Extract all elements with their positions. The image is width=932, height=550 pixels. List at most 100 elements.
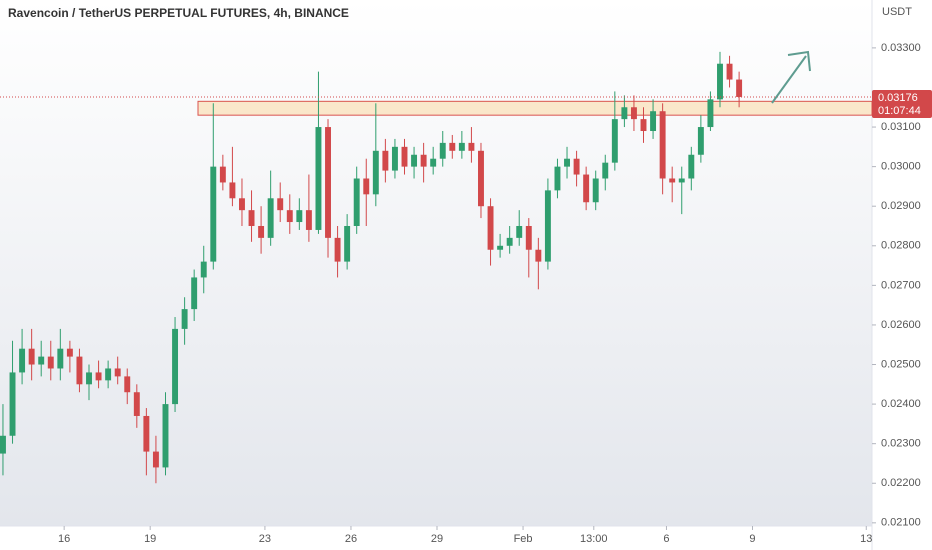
candle-body [315,127,322,230]
y-tick-label: 0.02100 [881,517,921,529]
candle-body [506,237,513,246]
last-price-tag [872,89,932,118]
candle-body [630,107,637,120]
candle-body [277,198,284,211]
candle-body [554,166,561,191]
last-price-label: 0.03176 [878,92,918,104]
resistance-zone [197,100,873,116]
x-tick-label: 6 [663,533,669,545]
candle-body [391,146,398,171]
candle-body [621,107,628,120]
arrow-head [787,50,811,72]
x-tick-label: 16 [58,533,70,545]
candle-body [611,119,618,163]
x-tick-label: 9 [749,533,755,545]
candle-body [86,372,92,385]
candle-body [583,174,590,203]
candle-body [525,225,532,250]
candle-body [219,166,226,183]
candle-body [133,392,140,416]
x-tick-label: 23 [259,533,271,545]
candle-body [47,356,54,369]
candle-body [497,245,504,250]
candle-body [717,63,723,100]
candle-body [458,142,465,151]
candle-body [726,63,733,80]
candle-body [286,210,293,223]
candle-body [659,111,666,179]
candle-body [76,356,83,385]
candle-body [143,415,150,452]
y-axis-label: USDT [882,6,912,18]
candle-body [28,348,35,365]
x-tick-label: 29 [431,533,443,545]
y-tick-label: 0.02400 [881,398,921,410]
candle-body [535,249,542,262]
candle-body [468,142,475,151]
candle-body [564,158,570,167]
candle-body [420,154,427,167]
candle-body [478,150,484,207]
candle-body [181,309,188,329]
candle-body [239,198,245,211]
candle-body [152,451,159,468]
candle-body [38,356,45,365]
candle-body [191,277,198,310]
candle-body [325,127,331,238]
y-tick-label: 0.02500 [881,358,921,370]
y-tick-label: 0.02900 [881,200,921,212]
y-tick-label: 0.02700 [881,279,921,291]
candle-body [592,178,599,203]
candle-body [248,210,255,226]
candle-body [669,178,676,183]
candle-body [707,99,714,128]
x-tick-label: 13:00 [580,533,608,545]
candle-body [172,328,179,405]
candle-body [487,206,494,250]
candle-body [114,368,121,377]
candle-body [640,119,647,132]
candle-body [363,178,370,195]
candle-body [650,111,657,132]
plot-layer [0,51,873,484]
candle-body [411,154,418,167]
candle-body [697,127,704,155]
candle-body [258,225,265,238]
y-tick-label: 0.03000 [881,161,921,173]
candle-body [544,190,551,262]
candle-body [200,261,207,278]
candle-body [372,150,379,195]
candle-body [66,348,73,357]
candle-body [430,158,437,167]
candle-body [449,142,456,151]
x-tick-label: 13 [860,533,872,545]
chart-title: Ravencoin / TetherUS PERPETUAL FUTURES, … [8,6,349,20]
plot-background [0,0,872,526]
candle-body [439,142,446,159]
trend-arrow [771,50,811,104]
arrow-shaft [771,55,807,104]
candle-body [9,372,16,436]
candle-body [353,178,360,226]
y-tick-label: 0.02300 [881,438,921,450]
x-tick-label: 26 [345,533,357,545]
candle-body [516,225,523,238]
candle-body [210,166,217,262]
candle-body [305,210,312,230]
candle-body [296,210,303,223]
candle-body [602,162,609,179]
candle-body [105,368,112,381]
candle-body [19,348,26,373]
candle-body [678,178,685,183]
countdown-label: 01:07:44 [878,105,921,117]
x-tick-label: Feb [514,533,533,545]
candle-body [688,154,695,179]
candle-body [573,158,580,175]
candle-body [0,435,6,454]
candle-body [57,348,64,369]
candle-body [162,404,169,468]
candle-body [124,376,131,393]
candle-body [267,198,274,238]
candle-body [344,225,351,262]
